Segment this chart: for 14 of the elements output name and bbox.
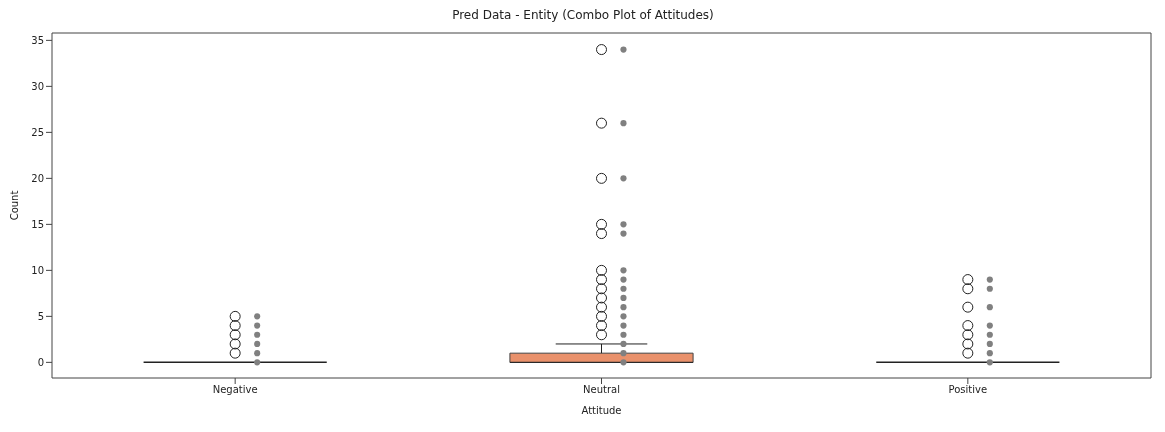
x-tick-label: Negative	[212, 384, 258, 396]
x-tick-label: Positive	[948, 384, 988, 396]
x-tick-label: Neutral	[583, 384, 620, 396]
y-tick-label: 0	[37, 356, 44, 368]
x-axis-title: Attitude	[581, 405, 622, 416]
y-tick-label: 15	[31, 218, 44, 230]
y-tick-label: 30	[31, 80, 44, 92]
y-tick-label: 5	[37, 310, 44, 322]
y-tick-label: 25	[31, 126, 44, 138]
y-axis-title: Count	[8, 190, 20, 221]
y-tick-label: 35	[31, 34, 44, 46]
y-tick-label: 10	[31, 264, 44, 276]
chart-title: Pred Data - Entity (Combo Plot of Attitudes)	[451, 8, 715, 24]
y-tick-label: 20	[31, 172, 44, 184]
